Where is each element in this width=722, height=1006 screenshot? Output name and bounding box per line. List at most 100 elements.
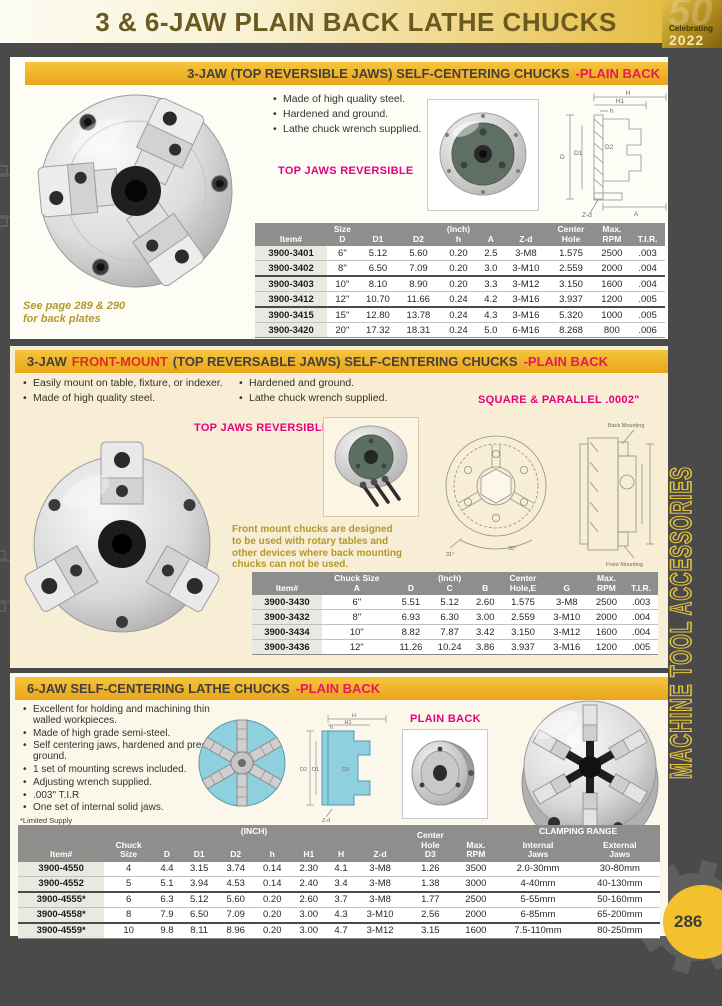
dim-label-H: H xyxy=(352,713,356,719)
anniversary-celebrating: Celebrating xyxy=(669,24,714,33)
bullet-item: Hardened and ground. xyxy=(272,108,462,120)
bullet-item: Lathe chuck wrench supplied. xyxy=(238,392,448,404)
section3-title-suffix: -PLAIN BACK xyxy=(295,681,381,696)
bullet-item: Adjusting wrench supplied. xyxy=(22,777,230,789)
table-row: 3900-3432 8" 6.93 6.30 3.00 2.559 3-M10 2000.00… xyxy=(252,609,658,626)
section1-title: 3-JAW (TOP REVERSIBLE JAWS) SELF-CENTERI… xyxy=(187,66,570,81)
dim-label-H: H xyxy=(626,90,631,97)
table-header: Item# Chuck Size (INCH) Z-d Center Hole D3 Max. R… xyxy=(18,825,660,862)
table-row: 3900-3436 12" 11.26 10.24 3.86 3.937 3-M16 1200… xyxy=(252,639,658,656)
section2-bullet-list-col1: Easily mount on table, fixture, or index… xyxy=(22,377,232,407)
bullet-item: Made of high grade semi-steel. xyxy=(22,728,230,740)
dimension-diagram-3jaw: H H1 h D D1 D2 Z-d A xyxy=(560,90,667,219)
bullet-item: .003" T.I.R xyxy=(22,790,230,802)
plain-back-photo xyxy=(411,740,475,806)
dim-label-D2: D2 xyxy=(605,144,614,151)
table-row: 3900-4550 4 4.4 3.15 3.74 0.14 2.30 4.1 3-M8 1.26… xyxy=(18,861,660,877)
section-3jaw-front-mount: 3-JAW FRONT-MOUNT (TOP REVERSABLE JAWS) SE… xyxy=(10,346,668,668)
bullet-item: Hardened and ground. xyxy=(238,377,448,389)
table-row: 3900-3403 10" 8.10 8.90 0.20 3.3 3-M12 3.150 160… xyxy=(255,276,665,293)
chuck-photo-6jaw xyxy=(521,700,659,852)
back-plates-note-line2: for back plates xyxy=(23,312,101,325)
top-jaws-reversible-label: TOP JAWS REVERSIBLE xyxy=(278,165,414,177)
section2-title-rest: (TOP REVERSABLE JAWS) SELF-CENTERING CHU… xyxy=(172,354,518,369)
section-3jaw-plain-back: 3-JAW (TOP REVERSIBLE JAWS) SELF-CENTERI… xyxy=(10,57,668,339)
section2-banner: 3-JAW FRONT-MOUNT (TOP REVERSABLE JAWS) SE… xyxy=(15,350,668,373)
front-mount-back-photo-frame xyxy=(323,417,419,517)
bullet-item: Excellent for holding and machining thin… xyxy=(22,704,230,727)
front-mounting-label: Front Mounting xyxy=(606,562,643,568)
bullet-item: Easily mount on table, fixture, or index… xyxy=(22,377,232,389)
section3-title: 6-JAW SELF-CENTERING LATHE CHUCKS xyxy=(27,681,290,696)
table-row: 3900-3415 15" 12.80 13.78 0.24 4.3 3-M16 5.320 1… xyxy=(255,307,665,324)
table-row: 3900-3412 12" 10.70 11.66 0.24 4.2 3-M16 3.937 1… xyxy=(255,291,665,308)
section2-title-front-mount: FRONT-MOUNT xyxy=(71,354,168,369)
page-title: 3 & 6-JAW PLAIN BACK LATHE CHUCKS xyxy=(95,7,617,37)
section3-bullet-list: Excellent for holding and machining thin… xyxy=(22,704,230,816)
dim-label-Zd: Z-d xyxy=(582,212,592,219)
front-mount-back-photo xyxy=(334,425,408,507)
plain-back-photo-frame xyxy=(402,729,488,819)
dim-label-D1: D1 xyxy=(574,150,583,157)
table-row: 3900-3401 6" 5.12 5.60 0.20 2.5 3-M8 1.575 2500.… xyxy=(255,246,665,262)
table-row: 3900-4555* 6 6.3 5.12 5.60 0.20 2.60 3.7 3-M8 1.7… xyxy=(18,891,660,908)
spec-table-3jaw: Item# Size D D1 D2 (Inch) h A Z-d Center Hole Max. R… xyxy=(255,223,665,339)
section2-title-suffix: -PLAIN BACK xyxy=(523,354,609,369)
chuck-back-photo-frame xyxy=(427,99,539,211)
page-header: 3 & 6-JAW PLAIN BACK LATHE CHUCKS xyxy=(0,0,722,43)
table-row: 3900-4552 5 5.1 3.94 4.53 0.14 2.40 3.4 3-M8 1.38… xyxy=(18,876,660,893)
bullet-item: 1 set of mounting screws included. xyxy=(22,764,230,776)
spec-table-front-mount: Item# Chuck Size A D (Inch) C B Center Hole,E G Ma… xyxy=(252,572,658,656)
section2-bullet-list-col2: Hardened and ground. Lathe chuck wrench s… xyxy=(238,377,448,407)
bullet-item: Lathe chuck wrench supplied. xyxy=(272,123,462,135)
anniversary-year: 2022 xyxy=(669,32,705,48)
spec-table-6jaw: Item# Chuck Size (INCH) Z-d Center Hole D3 Max. R… xyxy=(18,825,660,939)
bullet-item: Made of high quality steel. xyxy=(22,392,232,404)
limited-supply-footnote: *Limited Supply xyxy=(20,816,73,825)
table-row: 3900-3402 8" 6.50 7.09 0.20 3.0 3-M10 2.559 2000… xyxy=(255,260,665,277)
section1-bullet-list: Made of high quality steel. Hardened and … xyxy=(272,93,462,138)
dim-label-D: D xyxy=(560,154,565,161)
chuck-photo-3jaw xyxy=(37,94,233,288)
angle-label-30: 30° xyxy=(508,546,516,552)
back-plates-note: See page 289 & 290 for back plates xyxy=(23,300,125,326)
bullet-item: One set of internal solid jaws. xyxy=(22,803,230,814)
side-view-diagram: Back Mounting Front Mounting xyxy=(579,423,654,568)
side-diagram-6jaw: H H1 h D2 D1 D3 Z-d xyxy=(300,713,387,823)
back-mounting-label: Back Mounting xyxy=(608,423,644,429)
dim-label-h: h xyxy=(330,725,333,731)
chuck-back-photo xyxy=(439,112,527,196)
dim-label-D3: D3 xyxy=(342,767,349,773)
front-mount-note: Front mount chucks are designed to be us… xyxy=(232,524,403,571)
front-view-diagram: 30° 31° xyxy=(445,435,547,558)
table-row: 3900-3420 20" 17.32 18.31 0.24 5.0 6-M16 8.268 8… xyxy=(255,322,665,339)
table-row: 3900-3430 6" 5.51 5.12 2.60 1.575 3-M8 2500.003 xyxy=(252,595,658,611)
table-header: Item# Size D D1 D2 (Inch) h A Z-d Center Hole Max. R… xyxy=(255,223,665,247)
angle-label-31: 31° xyxy=(446,552,454,558)
dim-label-H1: H1 xyxy=(344,720,351,726)
chuck-photo-front-mount xyxy=(24,441,220,633)
dim-label-h: h xyxy=(610,108,614,115)
plain-back-label: PLAIN BACK xyxy=(410,713,481,725)
dim-label-H1: H1 xyxy=(616,98,625,105)
dim-label-A: A xyxy=(634,211,639,218)
dim-label-Zd: Z-d xyxy=(322,818,330,823)
section1-title-suffix: -PLAIN BACK xyxy=(575,66,661,81)
table-row: 3900-3434 10" 8.82 7.87 3.42 3.150 3-M12 1600.0… xyxy=(252,624,658,641)
page-number-badge: 286 xyxy=(663,885,722,959)
bullet-item: Made of high quality steel. xyxy=(272,93,462,105)
top-jaws-reversible-label: TOP JAWS REVERSIBLE xyxy=(194,422,330,434)
back-plates-note-line1: See page 289 & 290 xyxy=(23,300,126,312)
anniversary-watermark: 50 xyxy=(668,0,713,34)
section1-banner: 3-JAW (TOP REVERSIBLE JAWS) SELF-CENTERI… xyxy=(25,62,668,85)
section3-banner: 6-JAW SELF-CENTERING LATHE CHUCKS -PLAIN … xyxy=(15,677,668,700)
table-row: 3900-4558* 8 7.9 6.50 7.09 0.20 3.00 4.3 3-M10 2.… xyxy=(18,907,660,924)
section2-title-pre: 3-JAW xyxy=(27,354,67,369)
page-number: 286 xyxy=(674,912,703,931)
anniversary-badge: 50 Celebrating 2022 xyxy=(662,0,722,48)
front-diagram-6jaw xyxy=(198,719,286,807)
section-6jaw: 6-JAW SELF-CENTERING LATHE CHUCKS -PLAIN … xyxy=(10,673,668,939)
square-parallel-label: SQUARE & PARALLEL .0002" xyxy=(478,394,640,406)
sidebar-vertical-label: MACHINE TOOL ACCESSORIES xyxy=(666,466,700,780)
